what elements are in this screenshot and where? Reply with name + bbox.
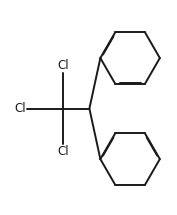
Text: Cl: Cl bbox=[57, 59, 69, 72]
Text: Cl: Cl bbox=[15, 102, 26, 115]
Text: Cl: Cl bbox=[57, 145, 69, 158]
